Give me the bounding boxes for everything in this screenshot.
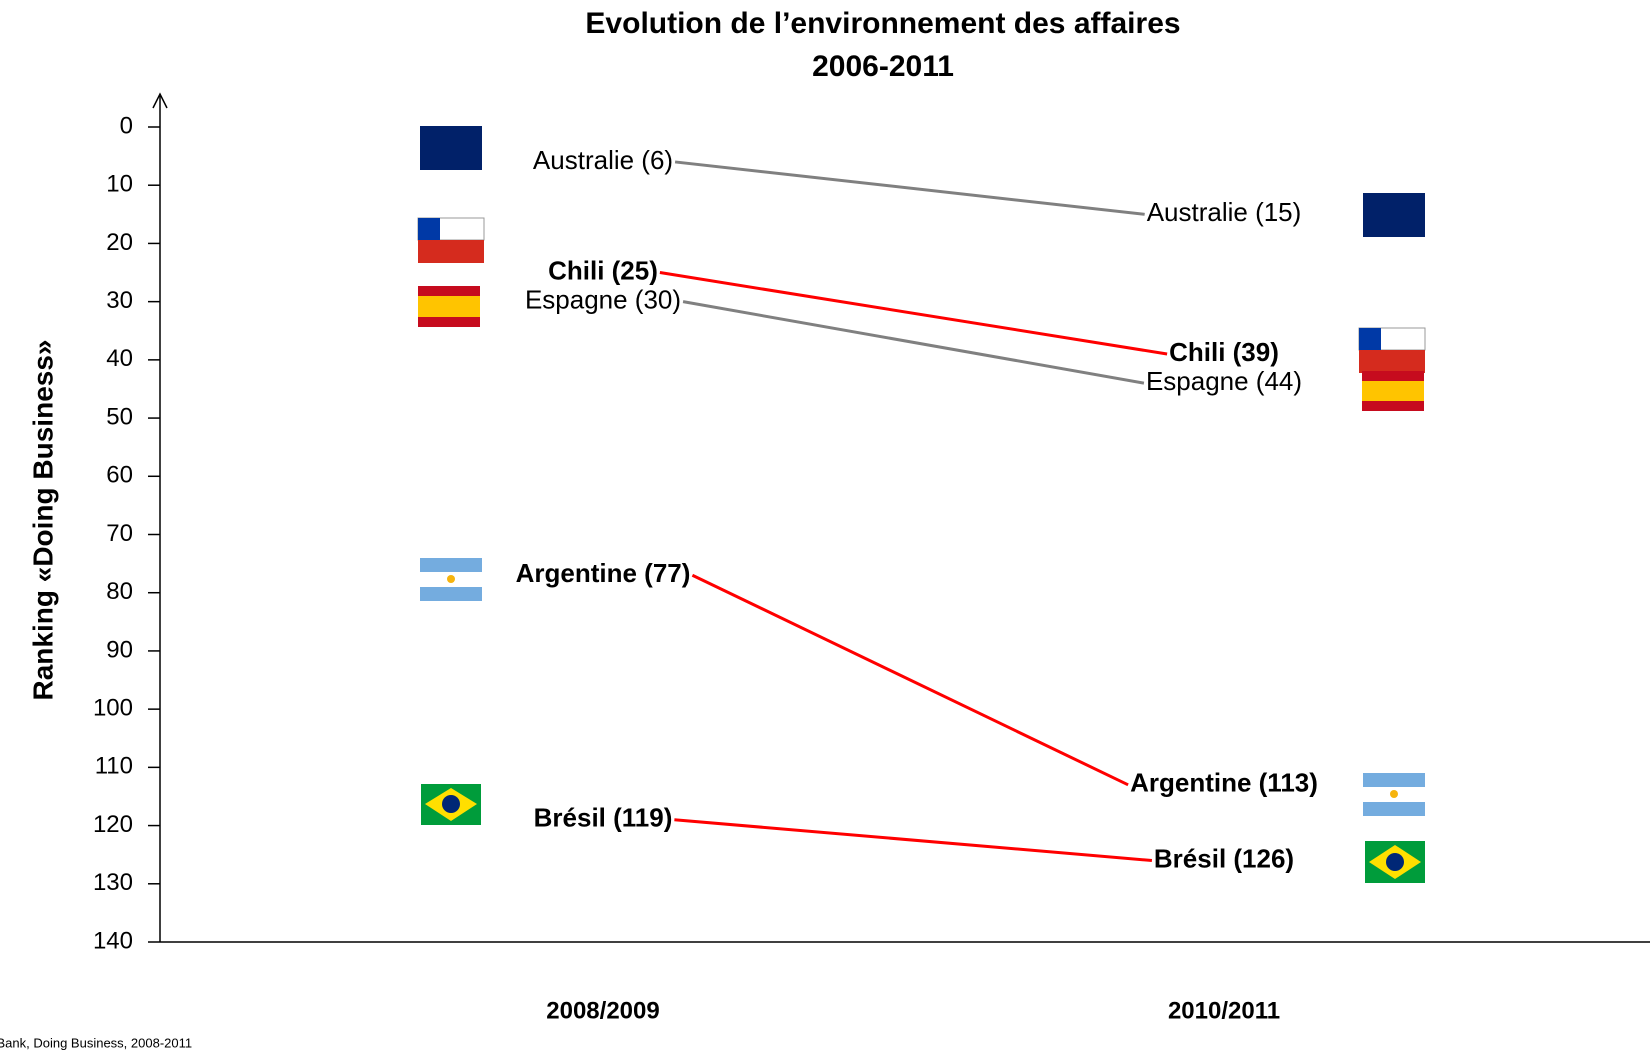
y-tick-label: 0: [120, 112, 133, 139]
chart-subtitle: 2006-2011: [812, 50, 954, 83]
flag-argentina: [420, 558, 482, 601]
value-label: Espagne (30): [525, 285, 681, 315]
y-tick-label: 90: [106, 636, 133, 663]
y-tick-label: 30: [106, 287, 133, 314]
flag-chile: [417, 217, 485, 263]
flag-australia: [1363, 193, 1425, 237]
flag-brazil: [1365, 841, 1425, 883]
flag-spain: [418, 286, 480, 327]
flag-argentina: [1363, 773, 1425, 816]
flag-spain: [1362, 371, 1424, 411]
value-label: Argentine (113): [1130, 768, 1318, 798]
y-tick-label: 10: [106, 171, 133, 198]
y-tick-label: 20: [106, 229, 133, 256]
source-note: l Bank, Doing Business, 2008-2011: [0, 1035, 192, 1050]
axis-arrow: [152, 92, 168, 109]
value-label: Chili (39): [1169, 337, 1279, 367]
value-label: Australie (15): [1147, 197, 1302, 227]
y-tick-label: 130: [93, 869, 133, 896]
value-label: Argentine (77): [516, 558, 691, 588]
y-tick-label: 50: [106, 403, 133, 430]
slope-line: [674, 818, 1153, 862]
flag-brazil: [421, 784, 481, 825]
y-tick-label: 120: [93, 811, 133, 838]
y-tick-label: 110: [95, 753, 133, 780]
y-tick-label: 100: [93, 694, 133, 721]
value-label: Brésil (119): [534, 803, 673, 833]
value-label: Brésil (126): [1154, 843, 1294, 873]
slope-line: [682, 300, 1145, 385]
y-tick-label: 80: [106, 578, 133, 605]
y-tick-label: 140: [93, 927, 133, 954]
chart-title: Evolution de l’environnement des affaire…: [585, 7, 1180, 40]
flag-australia: [420, 126, 482, 170]
y-tick-label: 60: [106, 462, 133, 489]
slope-line: [659, 271, 1168, 356]
y-tick-label: 40: [106, 345, 133, 372]
x-tick-label: 2010/2011: [1168, 997, 1280, 1024]
x-tick-label: 2008/2009: [546, 997, 659, 1024]
value-label: Australie (6): [533, 145, 673, 175]
value-label: Chili (25): [548, 255, 658, 285]
flag-chile: [1358, 327, 1426, 373]
flags: [417, 126, 1426, 883]
y-tick-label: 70: [106, 520, 133, 547]
value-label: Espagne (44): [1146, 366, 1302, 396]
slope-line: [674, 160, 1145, 216]
slope-line: [691, 573, 1129, 787]
y-axis-label: Ranking «Doing Business»: [27, 340, 58, 701]
